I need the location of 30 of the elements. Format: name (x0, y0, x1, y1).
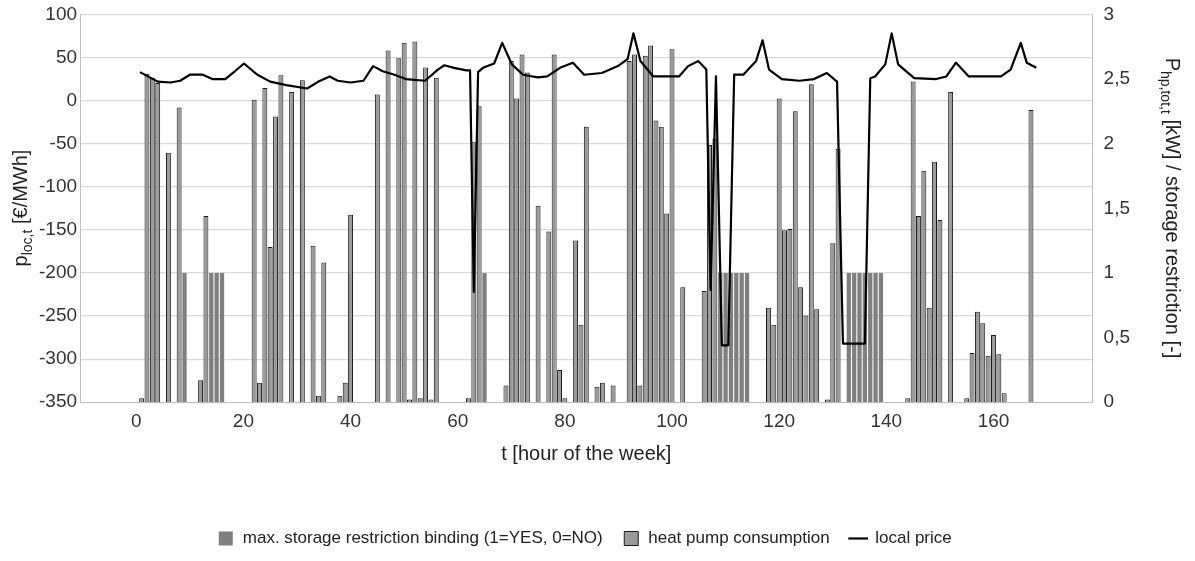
y2-tick-label: 0 (1103, 390, 1115, 412)
y2-tick-label: 2 (1103, 131, 1115, 153)
y-tick-label: -200 (39, 261, 78, 283)
legend-label: local price (875, 528, 952, 548)
y2-tick-label: 0,5 (1103, 325, 1131, 347)
y-tick-label: 100 (45, 2, 78, 24)
x-tick-label: 160 (977, 409, 1010, 431)
y-tick-label: -350 (39, 390, 78, 412)
legend-label: max. storage restriction binding (1=YES, 0=NO) (242, 528, 603, 548)
y-tick-label: 0 (66, 88, 78, 110)
x-tick-label: 120 (763, 409, 796, 431)
y-tick-label: -50 (49, 131, 78, 153)
y2-tick-label: 1,5 (1103, 196, 1131, 218)
x-tick-label: 140 (870, 409, 903, 431)
y-tick-label: 50 (55, 45, 78, 67)
y-tick-label: -150 (39, 218, 78, 240)
y-tick-label: -250 (39, 304, 78, 326)
x-axis-title: t [hour of the week] (501, 441, 672, 464)
y-tick-label: -100 (39, 174, 78, 196)
y2-tick-label: 2,5 (1103, 67, 1131, 89)
x-tick-label: 80 (554, 409, 576, 431)
x-tick-label: 100 (656, 409, 688, 431)
x-tick-label: 60 (447, 409, 469, 431)
x-tick-label: 40 (340, 409, 362, 431)
x-tick-label: 20 (232, 409, 254, 431)
y2-tick-label: 1 (1103, 261, 1115, 283)
x-tick-label: 0 (130, 409, 142, 431)
y2-tick-label: 3 (1103, 2, 1115, 24)
legend-label: heat pump consumption (648, 528, 830, 548)
y-tick-label: -300 (39, 347, 78, 369)
